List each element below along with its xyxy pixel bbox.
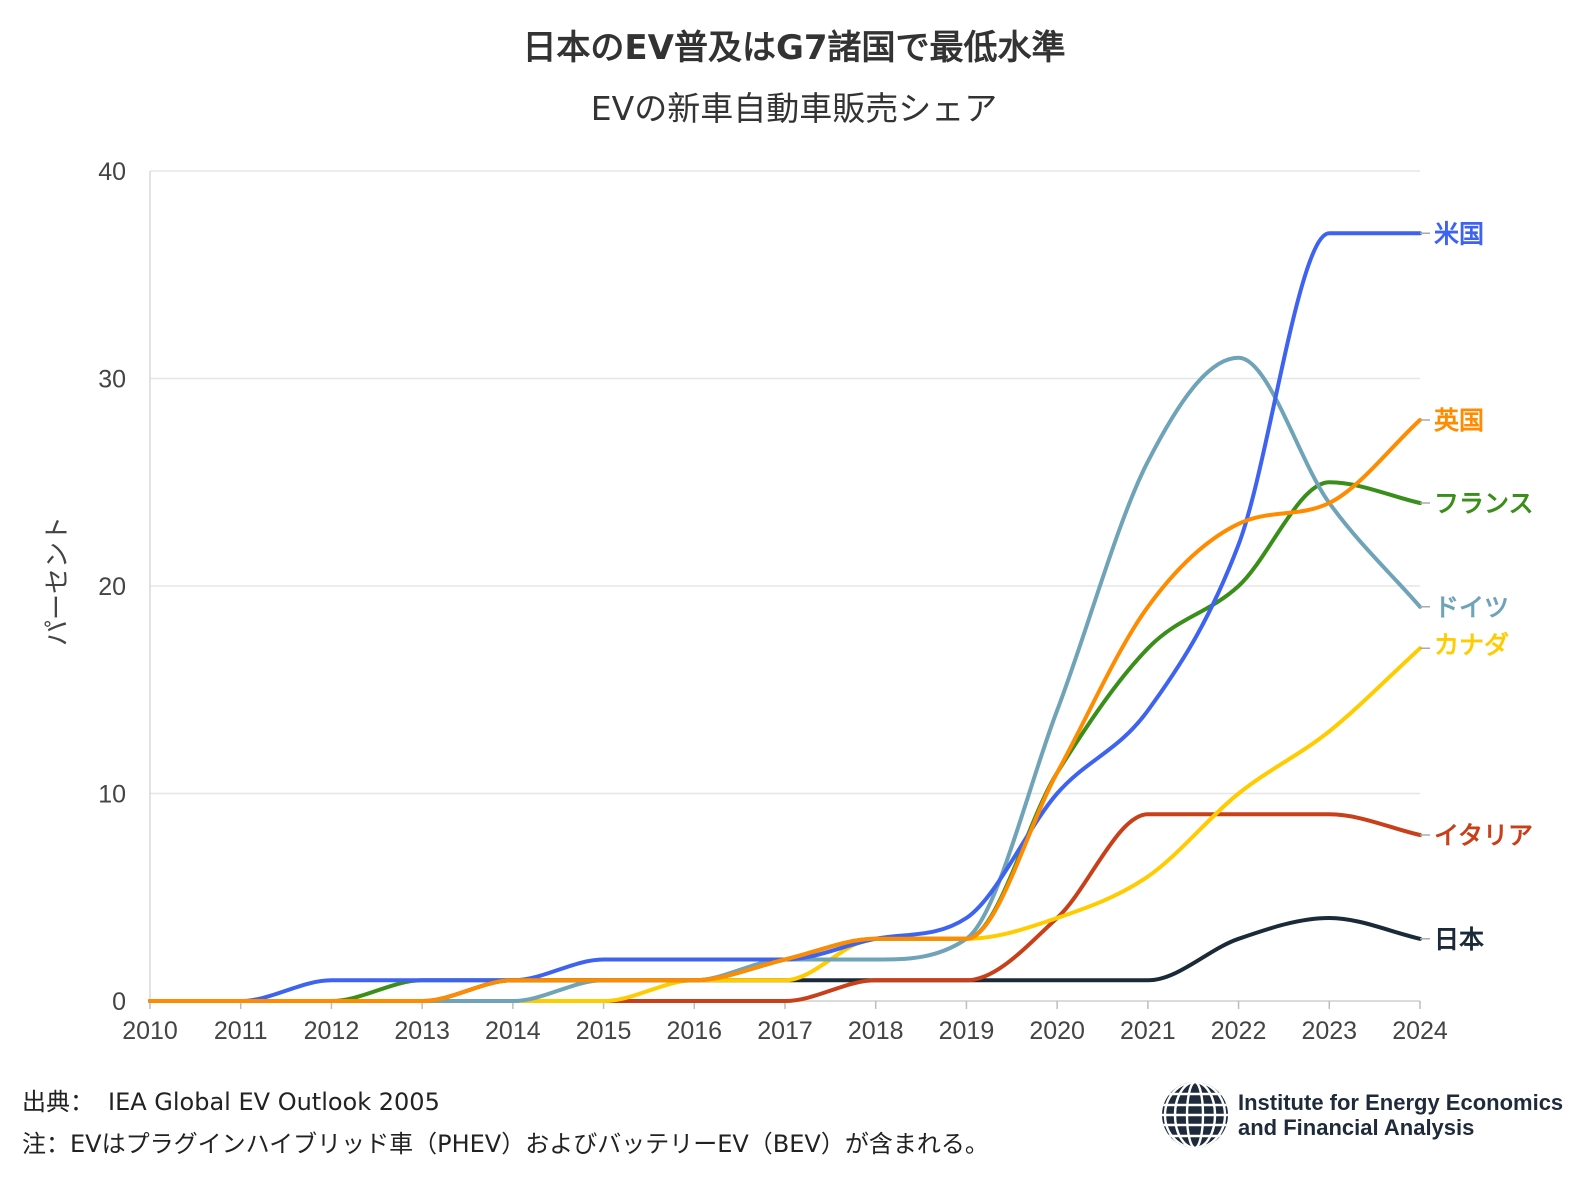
series-line [148, 355, 1422, 1004]
x-tick-label: 2010 [122, 1017, 178, 1045]
series-line [148, 480, 1422, 1004]
x-tick-label: 2023 [1301, 1017, 1357, 1045]
x-tick-label: 2017 [757, 1017, 813, 1045]
series-line [148, 646, 1422, 1004]
series-line [148, 418, 1422, 1004]
source-text: IEA Global EV Outlook 2005 [108, 1088, 440, 1116]
y-tick-label: 30 [98, 366, 126, 394]
x-tick-label: 2015 [576, 1017, 632, 1045]
x-tick-label: 2013 [394, 1017, 450, 1045]
x-tick-label: 2012 [304, 1017, 360, 1045]
line-chart: 0 10 20 30 40 2010 2011 2012 2013 2014 2015 2016 201… [43, 158, 1534, 1045]
series-label: 日本 [1434, 925, 1484, 954]
logo-line-2: and Financial Analysis [1238, 1115, 1475, 1140]
source-label: 出典： [22, 1088, 94, 1116]
y-tick-label: 0 [112, 988, 126, 1016]
note-text: 注：EVはプラグインハイブリッド車（PHEV）およびバッテリーEV（BEV）が含… [22, 1130, 989, 1158]
x-tick-label: 2021 [1120, 1017, 1176, 1045]
series-label: イタリア [1434, 821, 1533, 850]
x-tick-label: 2019 [939, 1017, 995, 1045]
series-label: カナダ [1434, 630, 1509, 659]
globe-icon [1162, 1082, 1228, 1148]
y-tick-label: 40 [98, 158, 126, 186]
series-line [148, 231, 1422, 1004]
series-line [148, 812, 1422, 1004]
x-tick-label: 2020 [1029, 1017, 1085, 1045]
series-label: ドイツ [1434, 593, 1509, 622]
chart-subtitle: EVの新車自動車販売シェア [590, 89, 998, 128]
y-axis-title: パーセント [43, 516, 73, 646]
x-tick-label: 2022 [1211, 1017, 1267, 1045]
chart-title: 日本のEV普及はG7諸国で最低水準 [522, 28, 1066, 68]
source-line: 出典： IEA Global EV Outlook 2005 [22, 1082, 440, 1117]
logo-line-1: Institute for Energy Economics [1238, 1090, 1564, 1115]
x-tick-label: 2014 [485, 1017, 541, 1045]
x-tick-label: 2016 [666, 1017, 722, 1045]
ieefa-logo: Institute for Energy Economics and Finan… [1160, 1080, 1580, 1152]
series-label: 米国 [1434, 219, 1484, 248]
series-label: フランス [1434, 489, 1534, 518]
x-tick-label: 2011 [214, 1017, 268, 1045]
series-label: 英国 [1434, 406, 1484, 435]
y-tick-label: 10 [98, 781, 126, 809]
y-tick-label: 20 [98, 573, 126, 601]
x-tick-label: 2024 [1392, 1017, 1448, 1045]
x-tick-label: 2018 [848, 1017, 904, 1045]
